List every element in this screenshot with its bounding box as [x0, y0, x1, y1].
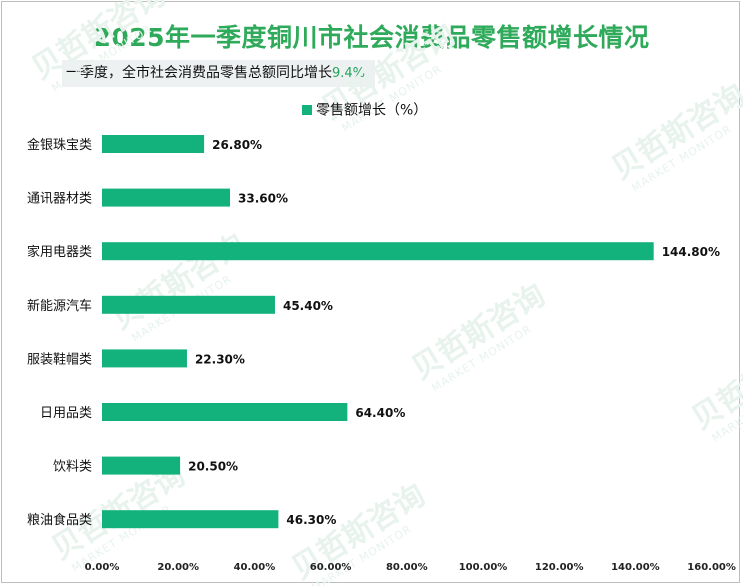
category-label: 新能源汽车 [27, 298, 92, 314]
category-label: 通讯器材类 [27, 192, 92, 207]
x-tick-label: 80.00% [386, 562, 428, 573]
x-tick-label: 0.00% [85, 562, 120, 573]
watermark-cn: 贝哲斯咨询 [26, 0, 172, 87]
bar [102, 403, 348, 421]
x-axis-ticks: 0.00% 20.00% 40.00% 60.00% 80.00% 100.00% 120.… [85, 562, 736, 573]
bar [102, 295, 275, 314]
value-label: 64.40% [355, 406, 405, 420]
category-label: 日用品类 [40, 406, 92, 421]
value-label: 144.80% [662, 245, 720, 259]
x-tick-label: 40.00% [234, 562, 276, 573]
value-label: 22.30% [195, 352, 245, 366]
legend: 零售额增长（%） [302, 103, 427, 119]
bars [102, 135, 654, 529]
value-label: 20.50% [188, 460, 238, 474]
category-label: 服装鞋帽类 [27, 351, 92, 367]
bar [102, 349, 187, 368]
subtitle-growth-value: 9.4% [332, 66, 366, 81]
x-tick-label: 160.00% [687, 562, 736, 573]
bar [102, 188, 231, 207]
category-label: 粮油食品类 [27, 512, 92, 528]
legend-swatch [302, 105, 312, 115]
x-tick-label: 100.00% [459, 562, 508, 573]
category-label: 家用电器类 [27, 244, 92, 260]
value-label: 33.60% [238, 192, 288, 206]
value-label: 45.40% [283, 299, 333, 313]
bar [102, 456, 181, 475]
legend-label: 零售额增长（%） [316, 103, 427, 119]
x-tick-label: 60.00% [310, 562, 352, 573]
value-labels: 26.80% 33.60% 144.80% 45.40% 22.30% 64.40% 20.… [188, 138, 720, 527]
x-tick-label: 140.00% [611, 562, 660, 573]
x-tick-label: 20.00% [157, 562, 199, 573]
subtitle-box: 一季度，全市社会消费品零售总额同比增长9.4% [62, 60, 376, 87]
value-label: 46.30% [286, 513, 336, 527]
chart-title: 2025年一季度铜川市社会消费品零售额增长情况 [93, 23, 650, 52]
x-tick-label: 120.00% [535, 562, 584, 573]
subtitle-text: 一季度，全市社会消费品零售总额同比增长 [66, 65, 332, 81]
value-label: 26.80% [212, 138, 262, 152]
category-label: 金银珠宝类 [27, 137, 92, 153]
category-label: 饮料类 [53, 460, 92, 475]
bar [102, 242, 654, 261]
bar [102, 510, 279, 529]
bar [102, 135, 205, 153]
